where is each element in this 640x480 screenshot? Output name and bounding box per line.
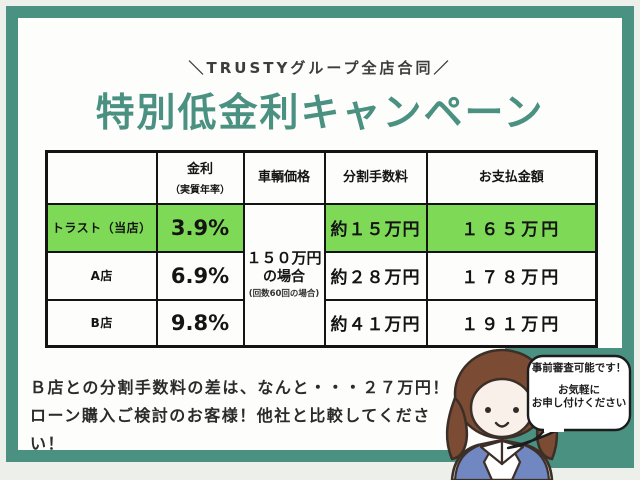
footer-message: Ｂ店との分割手数料の差は、なんと・・・２７万円！ ローン購入ご検討のお客様！他社… (30, 374, 460, 458)
fee-a: 約２８万円 (323, 250, 428, 301)
table-header-row: 金利 （実質年率） 車輌価格 分割手数料 お支払金額 (45, 150, 598, 205)
rate-a: 6.9% (155, 250, 245, 301)
rate-b: 9.8% (155, 298, 245, 348)
vest-right-icon (510, 443, 551, 480)
vehicle-price-cell: １５０万円 の場合 (回数60回の場合) (242, 202, 326, 348)
total-trust: １６５万円 (425, 202, 598, 253)
speech-bubble-tail-icon (506, 426, 564, 450)
footer-message-line1: Ｂ店との分割手数料の差は、なんと・・・２７万円！ (30, 378, 450, 397)
speech-bubble-seam (544, 424, 564, 432)
speech-bubble-text: 事前審査可能です！ お気軽に お申し付けください (528, 362, 630, 410)
mouth-icon (494, 421, 510, 428)
eye-right-icon (513, 407, 519, 413)
header-rate: 金利 （実質年率） (155, 150, 245, 205)
campaign-title: 特別低金利キャンペーン (95, 91, 545, 136)
header-empty-cell (45, 150, 158, 205)
rate-trust: 3.9% (155, 202, 245, 253)
speech-bubble (506, 354, 632, 450)
hair-lock-left-icon (445, 395, 469, 461)
total-b: １９１万円 (425, 298, 598, 348)
rate-comparison-table: 金利 （実質年率） 車輌価格 分割手数料 お支払金額 トラスト（当店） 3.9%… (45, 150, 598, 348)
fee-b: 約４１万円 (323, 298, 428, 348)
header-installment-fee: 分割手数料 (323, 150, 428, 205)
store-name-trust: トラスト（当店） (45, 202, 158, 253)
fee-trust: 約１５万円 (323, 202, 428, 253)
header-rate-label: 金利 (186, 162, 213, 178)
table-row-store-a: A店 6.9% 約２８万円 １７８万円 (45, 250, 598, 301)
vest-left-icon (453, 443, 494, 480)
bubble-line3: お申し付けください (531, 397, 627, 409)
store-name-b: B店 (45, 298, 158, 348)
receptionist-illustration (445, 348, 559, 480)
table-row-store-b: B店 9.8% 約４１万円 １９１万円 (45, 298, 598, 348)
eye-left-icon (485, 407, 491, 413)
campaign-tagline: ＼TRUSTYグループ全店合同／ (188, 59, 452, 77)
speech-bubble-body (526, 354, 632, 432)
total-a: １７８万円 (425, 250, 598, 301)
footer-message-line2: ローン購入ご検討のお客様！他社と比較してください！ (30, 406, 431, 453)
bubble-line2: お気軽に (558, 384, 600, 396)
store-name-a: A店 (45, 250, 158, 301)
header-rate-sublabel: （実質年率） (170, 185, 230, 197)
vehicle-price-line2: の場合 (263, 269, 305, 286)
bubble-line1: 事前審査可能です！ (531, 362, 627, 374)
vehicle-price-line1: １５０万円 (246, 249, 322, 268)
table-row-trust: トラスト（当店） 3.9% １５０万円 の場合 (回数60回の場合) 約１５万円… (45, 202, 598, 348)
vehicle-price-note: (回数60回の場合) (248, 289, 320, 300)
header-vehicle-price: 車輌価格 (242, 150, 326, 205)
header-total-payment: お支払金額 (425, 150, 598, 205)
